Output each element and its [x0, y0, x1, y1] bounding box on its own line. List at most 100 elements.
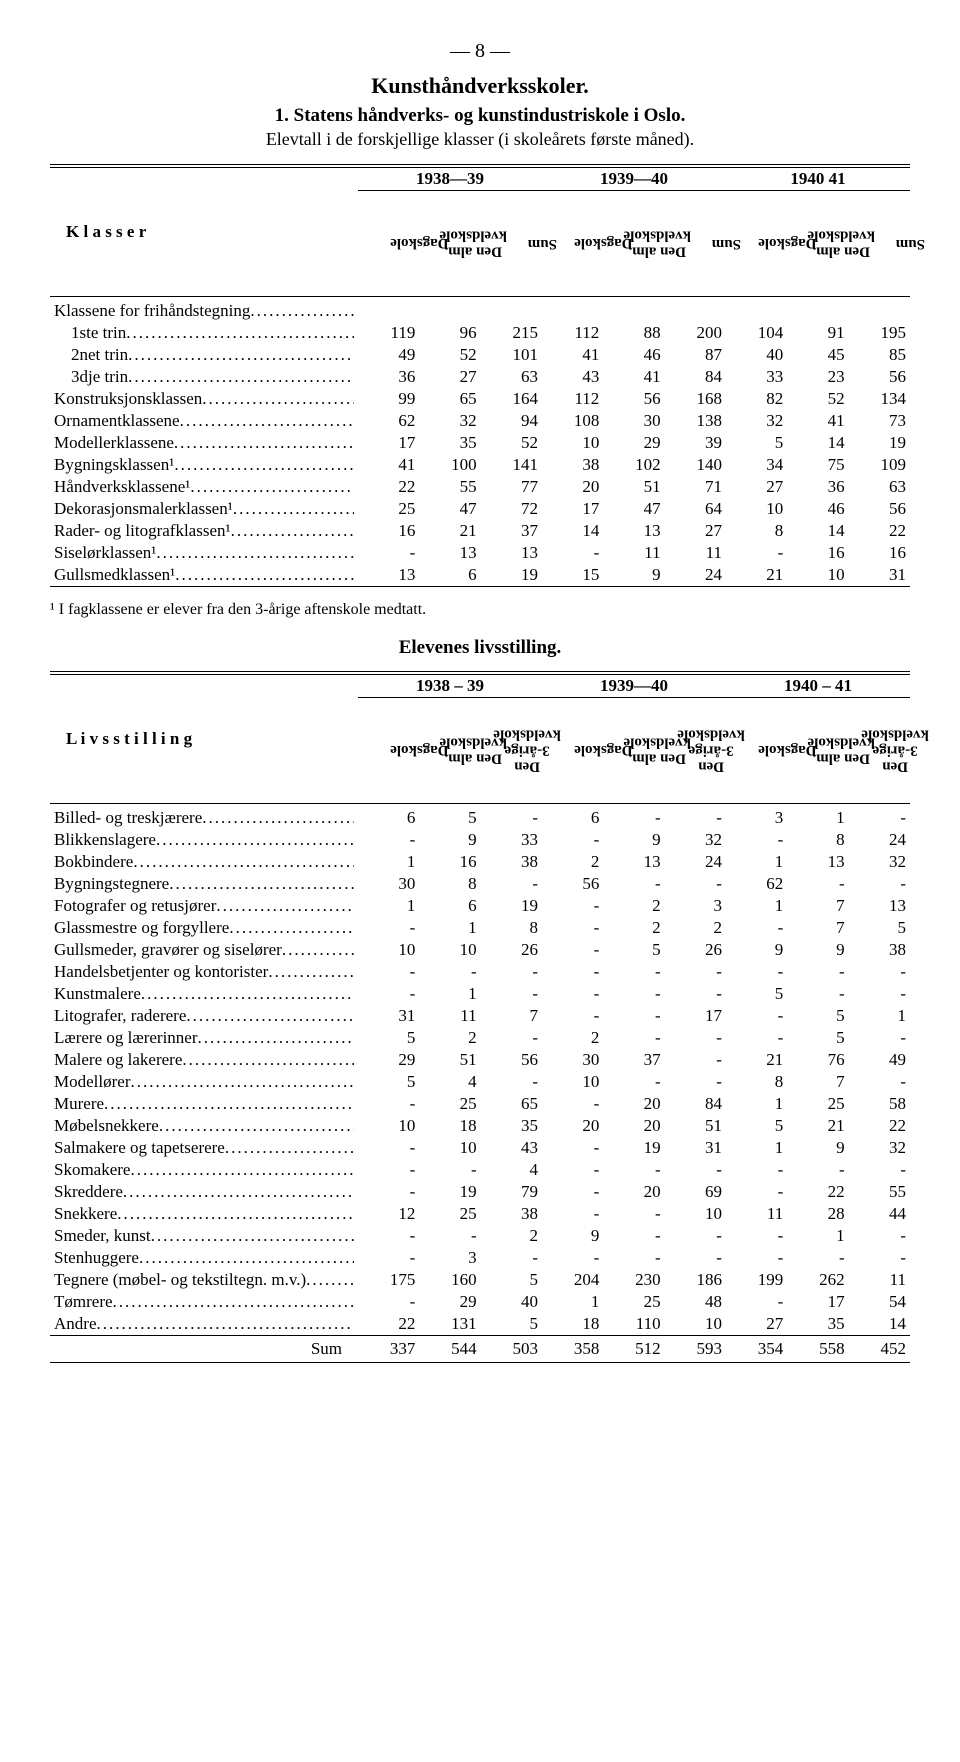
table-cell: - — [665, 1159, 726, 1181]
subtitle-line-2: Elevtall i de forskjellige klasser (i sk… — [50, 129, 910, 150]
table-cell: 63 — [481, 366, 542, 388]
table-cell: - — [665, 961, 726, 983]
sum-cell: 593 — [665, 1336, 726, 1363]
table-cell: 40 — [726, 344, 787, 366]
table-cell — [603, 297, 664, 323]
table-cell: 51 — [603, 476, 664, 498]
table-cell — [419, 297, 480, 323]
table-cell: 31 — [665, 1137, 726, 1159]
table-cell: - — [542, 1159, 603, 1181]
table-cell: - — [542, 983, 603, 1005]
table-cell: - — [849, 873, 910, 895]
table-cell: - — [665, 1071, 726, 1093]
table-cell: 10 — [419, 939, 480, 961]
table-cell: - — [787, 1247, 848, 1269]
row-label: Kunstmalere — [50, 983, 358, 1005]
year-group-header: 1940 – 41 — [726, 673, 910, 698]
table-cell: - — [849, 1027, 910, 1049]
row-label: Håndverksklassene¹ — [50, 476, 358, 498]
table-cell: 38 — [481, 851, 542, 873]
table-cell: 8 — [726, 520, 787, 542]
table-cell: 14 — [542, 520, 603, 542]
table-cell: 2 — [542, 1027, 603, 1049]
table-cell: 22 — [787, 1181, 848, 1203]
table-cell: 2 — [665, 917, 726, 939]
table-cell: 62 — [726, 873, 787, 895]
table-cell: 33 — [481, 829, 542, 851]
table-cell: - — [603, 873, 664, 895]
table-cell: 27 — [665, 520, 726, 542]
table-cell: 5 — [358, 1071, 419, 1093]
table-cell: 24 — [849, 829, 910, 851]
table-cell: 31 — [358, 1005, 419, 1027]
table-cell: 22 — [358, 1313, 419, 1336]
year-group-header: 1938—39 — [358, 166, 542, 191]
table-cell: 24 — [665, 564, 726, 587]
table-cell: 52 — [481, 432, 542, 454]
table-cell: - — [665, 873, 726, 895]
table-cell: 10 — [542, 1071, 603, 1093]
table-cell: 43 — [481, 1137, 542, 1159]
table-cell: 17 — [665, 1005, 726, 1027]
table-cell: - — [358, 961, 419, 983]
table-cell: 9 — [603, 829, 664, 851]
table-cell: 164 — [481, 388, 542, 410]
table-cell: 37 — [603, 1049, 664, 1071]
table-cell: 186 — [665, 1269, 726, 1291]
table-cell: 3 — [419, 1247, 480, 1269]
table-cell: 20 — [603, 1115, 664, 1137]
table-cell: 5 — [603, 939, 664, 961]
table-cell: 14 — [787, 432, 848, 454]
table-cell: 13 — [787, 851, 848, 873]
table-cell: 5 — [787, 1005, 848, 1027]
table-cell: 15 — [542, 564, 603, 587]
table-cell: 94 — [481, 410, 542, 432]
table-cell: - — [849, 1225, 910, 1247]
table-cell: - — [542, 1181, 603, 1203]
table-cell: 20 — [542, 1115, 603, 1137]
table-cell: 5 — [726, 1115, 787, 1137]
table-cell: - — [665, 1225, 726, 1247]
table-cell: 18 — [419, 1115, 480, 1137]
row-label: Handelsbetjenter og kontorister — [50, 961, 358, 983]
table-cell: 1 — [419, 983, 480, 1005]
sum-cell: 358 — [542, 1336, 603, 1363]
table-cell: 19 — [603, 1137, 664, 1159]
row-header-label: K l a s s e r — [50, 166, 358, 297]
table-livsstilling: L i v s s t i l l i n g1938 – 391939—401… — [50, 671, 910, 1363]
table-cell: - — [542, 917, 603, 939]
table-cell: 13 — [481, 542, 542, 564]
table-cell: 23 — [787, 366, 848, 388]
table-cell: 37 — [481, 520, 542, 542]
row-label: Murere — [50, 1093, 358, 1115]
row-label: Gullsmedklassen¹ — [50, 564, 358, 587]
table-cell: 8 — [481, 917, 542, 939]
table-cell: 76 — [787, 1049, 848, 1071]
row-label: Stenhuggere — [50, 1247, 358, 1269]
table-cell: 11 — [665, 542, 726, 564]
table-cell: 44 — [849, 1203, 910, 1225]
table-cell — [542, 297, 603, 323]
table-cell: 1 — [358, 851, 419, 873]
table-cell: - — [358, 1093, 419, 1115]
table-cell: 45 — [787, 344, 848, 366]
table-cell: - — [603, 804, 664, 830]
table-cell: - — [849, 961, 910, 983]
year-group-header: 1938 – 39 — [358, 673, 542, 698]
table-cell: 63 — [849, 476, 910, 498]
table-cell: 46 — [787, 498, 848, 520]
table-cell: 140 — [665, 454, 726, 476]
table-cell: 13 — [358, 564, 419, 587]
table-cell: 21 — [419, 520, 480, 542]
section2-title: Elevenes livsstilling. — [50, 637, 910, 659]
table-cell: 8 — [419, 873, 480, 895]
row-label: Bokbindere — [50, 851, 358, 873]
table-cell: - — [665, 1247, 726, 1269]
table-cell: 75 — [787, 454, 848, 476]
table-cell: 5 — [358, 1027, 419, 1049]
table-cell: - — [665, 1049, 726, 1071]
table-cell — [481, 297, 542, 323]
table-cell: 138 — [665, 410, 726, 432]
table-cell: 17 — [542, 498, 603, 520]
row-label: Malere og lakerere — [50, 1049, 358, 1071]
